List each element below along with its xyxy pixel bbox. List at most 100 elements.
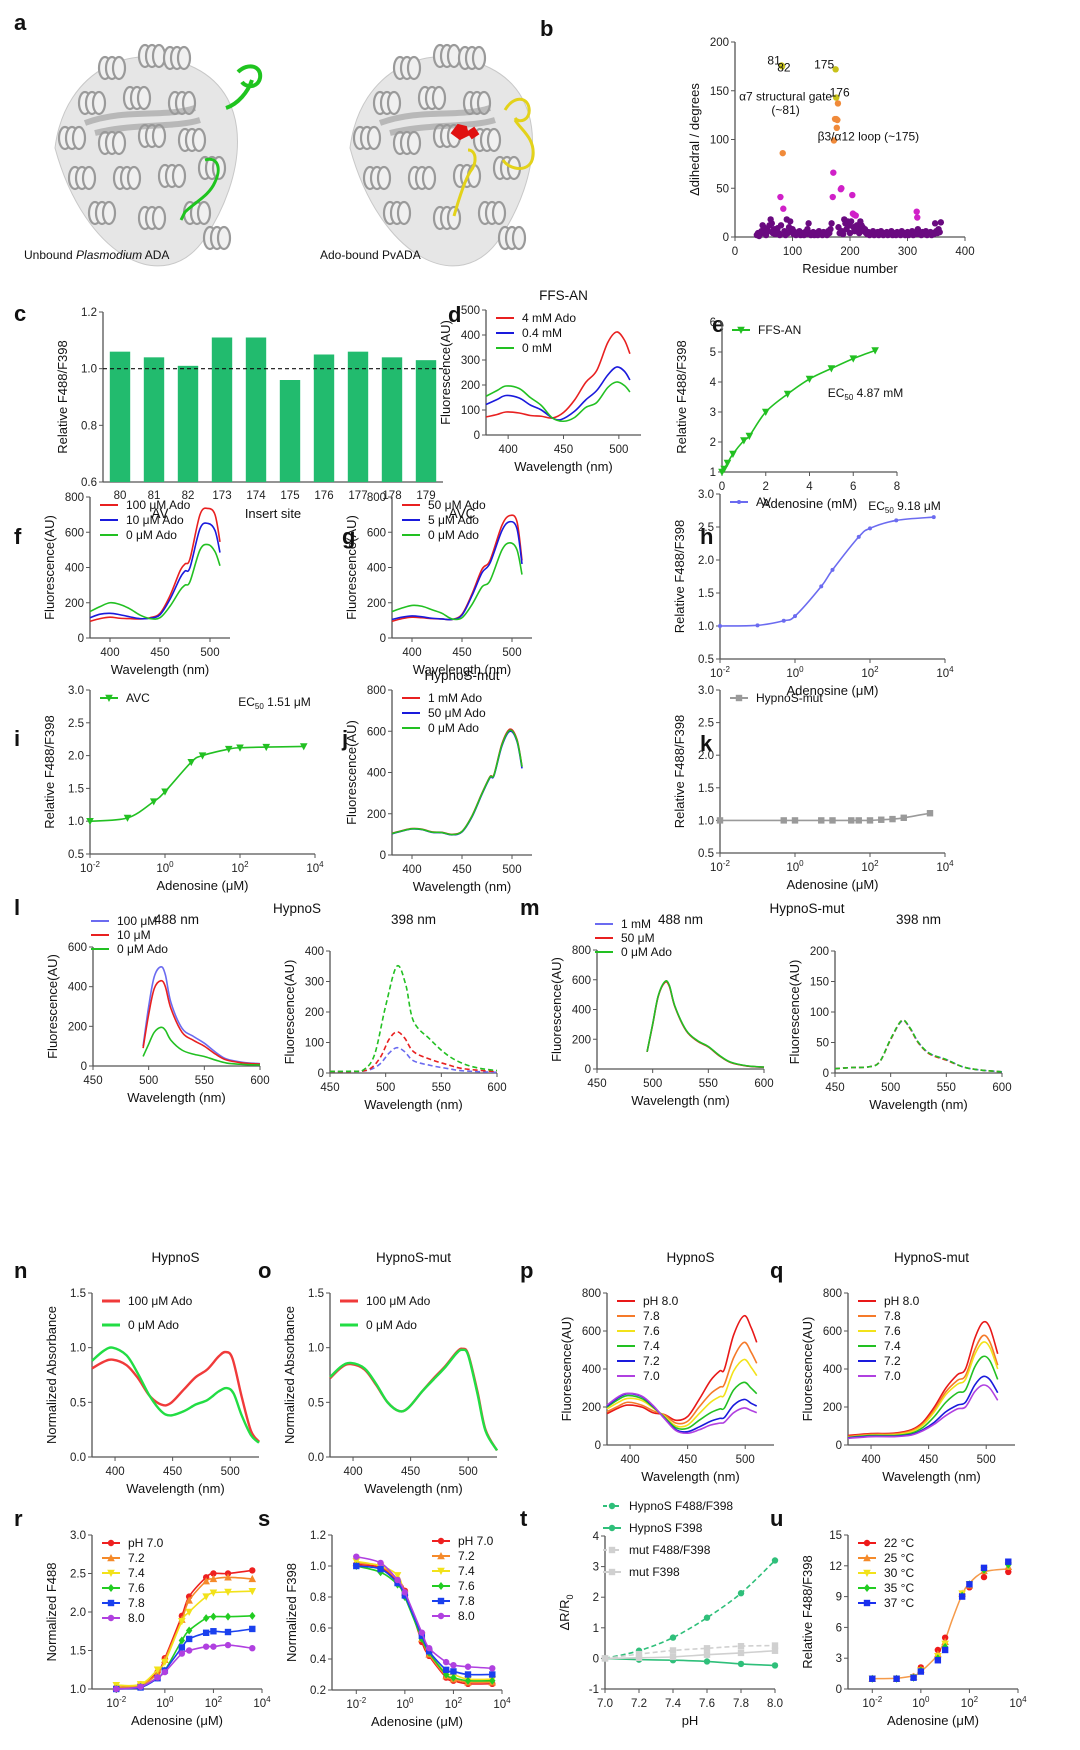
legend-label: FFS-AN: [758, 323, 801, 337]
legend-marker: [608, 1568, 616, 1576]
x-tick-label: 0: [719, 481, 725, 493]
chart-o: o HypnoS-mut 0.0 0.5 1.0 1.5 400 450 500 Waveleng…: [258, 1250, 499, 1496]
y-tick-label: 0: [78, 633, 84, 645]
x-tick-base: 10: [786, 862, 799, 874]
x-tick-exp: 2: [974, 1695, 979, 1704]
data-point: [178, 1636, 186, 1645]
legend-label: 7.8: [128, 1596, 145, 1610]
y-tick-label: 200: [823, 1402, 842, 1414]
data-point: [958, 1593, 966, 1600]
x-tick-label: 4: [806, 481, 813, 493]
y-tick-label: 2.0: [70, 1607, 86, 1619]
data-point: [210, 1643, 217, 1650]
y-tick-label: 200: [367, 598, 386, 610]
legend-item: 7.4: [858, 1339, 901, 1353]
x-tick-exp: 2: [874, 859, 879, 868]
y-tick-label: 0: [823, 1068, 829, 1080]
data-point: [729, 450, 737, 458]
y-tick-label: 800: [572, 945, 591, 957]
data-point: [720, 465, 728, 473]
chart-s: s0.20.40.60.81.01.210-2 100 102 104Adenosin…: [258, 1506, 511, 1729]
y-tick-label: 2.5: [70, 1569, 86, 1581]
x-tick-exp: 0: [799, 859, 804, 868]
panel-label-m: m: [520, 895, 540, 920]
x-tick-exp: 0: [409, 1696, 414, 1705]
x-tick-label: 500: [221, 1466, 240, 1478]
chart-p: p HypnoS 0 200 400 600 800 400 450 500 Wavelength …: [520, 1250, 774, 1484]
y-tick-label: 1.5: [698, 588, 714, 600]
y-tick-label: 2: [710, 437, 716, 449]
data-point: [224, 1588, 232, 1596]
data-point: [805, 375, 814, 383]
legend-label: 50 μM Ado: [428, 498, 486, 512]
x-axis-label: Wavelength (nm): [641, 1469, 740, 1484]
chart-title: AV: [151, 506, 168, 521]
x-tick-label: 104: [936, 859, 954, 874]
data-point: [178, 1618, 186, 1626]
annotation: (~81): [771, 103, 799, 117]
legend-item: 0 μM Ado: [100, 528, 177, 542]
legend-marker: [863, 1584, 871, 1592]
x-axis-label: Adenosine (μM): [887, 1713, 979, 1728]
x-tick-label: 600: [754, 1078, 773, 1090]
y-tick-label: 1.2: [310, 1530, 326, 1542]
chart-title: FFS-AN: [539, 288, 588, 303]
y-tick-label: 0.5: [698, 848, 714, 860]
panel-label-t: t: [520, 1506, 528, 1531]
data-point: [852, 212, 859, 219]
data-point: [856, 534, 861, 539]
x-tick-label: 7.4: [665, 1698, 682, 1710]
x-tick-label: 7.2: [631, 1698, 647, 1710]
chart-c: c 0.6 0.8 1.0 1.2 80 81 82 173 174 175 176 177 178 179…: [14, 301, 443, 521]
x-tick-base: 10: [445, 1699, 458, 1711]
series-line: [834, 1019, 1003, 1073]
x-tick-exp: 4: [266, 1695, 271, 1704]
legend-label: pH 8.0: [884, 1294, 920, 1308]
panel-label-o: o: [258, 1258, 271, 1283]
y-axis-label: Normalized F488: [44, 1563, 59, 1662]
data-point: [185, 1608, 193, 1616]
y-tick-label: 150: [810, 977, 829, 989]
data-point: [828, 220, 835, 227]
legend-item: 0 μM Ado: [595, 945, 672, 959]
x-tick-label: 600: [250, 1075, 269, 1087]
panel-label-n: n: [14, 1258, 27, 1283]
x-tick-base: 10: [936, 668, 949, 680]
data-point: [827, 226, 834, 233]
x-tick-label: 450: [452, 864, 471, 876]
data-point: [703, 1651, 711, 1658]
legend-label: 4 mM Ado: [522, 311, 576, 325]
data-point: [778, 63, 786, 70]
legend-item: 0 μM Ado: [102, 1318, 179, 1332]
x-tick-label: 550: [937, 1082, 956, 1094]
panel-label-j: j: [341, 726, 348, 751]
chart-l1: l HypnoS 488 nm 0 200 400 600 450 500 550 600 Wavel…: [14, 895, 321, 1105]
legend-marker: [863, 1599, 871, 1607]
y-tick-label: 15: [829, 1530, 842, 1542]
x-tick-label: 82: [182, 490, 195, 502]
data-point: [442, 1658, 450, 1666]
y-axis-label: Relative F488/F398: [800, 1555, 815, 1668]
y-axis-label: Normalized F398: [284, 1563, 299, 1662]
x-tick-exp: -2: [119, 1695, 127, 1704]
x-tick-label: 200: [840, 246, 859, 258]
x-tick-label: 8: [894, 481, 900, 493]
highlight-loop: [225, 64, 263, 110]
y-tick-label: 400: [68, 982, 87, 994]
legend-label: 7.2: [458, 1549, 475, 1563]
helix-turn: [406, 55, 422, 81]
data-point: [723, 459, 732, 467]
legend-item: 0 μM Ado: [340, 1318, 417, 1332]
data-point: [489, 1671, 496, 1678]
x-tick-label: 6: [850, 481, 856, 493]
data-point: [236, 744, 244, 752]
data-point: [869, 1675, 876, 1682]
data-point: [418, 1629, 426, 1636]
x-tick-label: 102: [445, 1696, 463, 1711]
data-point: [209, 1589, 218, 1597]
x-tick-label: 550: [195, 1075, 214, 1087]
legend-label: AVC: [126, 691, 150, 705]
data-point: [394, 1576, 401, 1584]
